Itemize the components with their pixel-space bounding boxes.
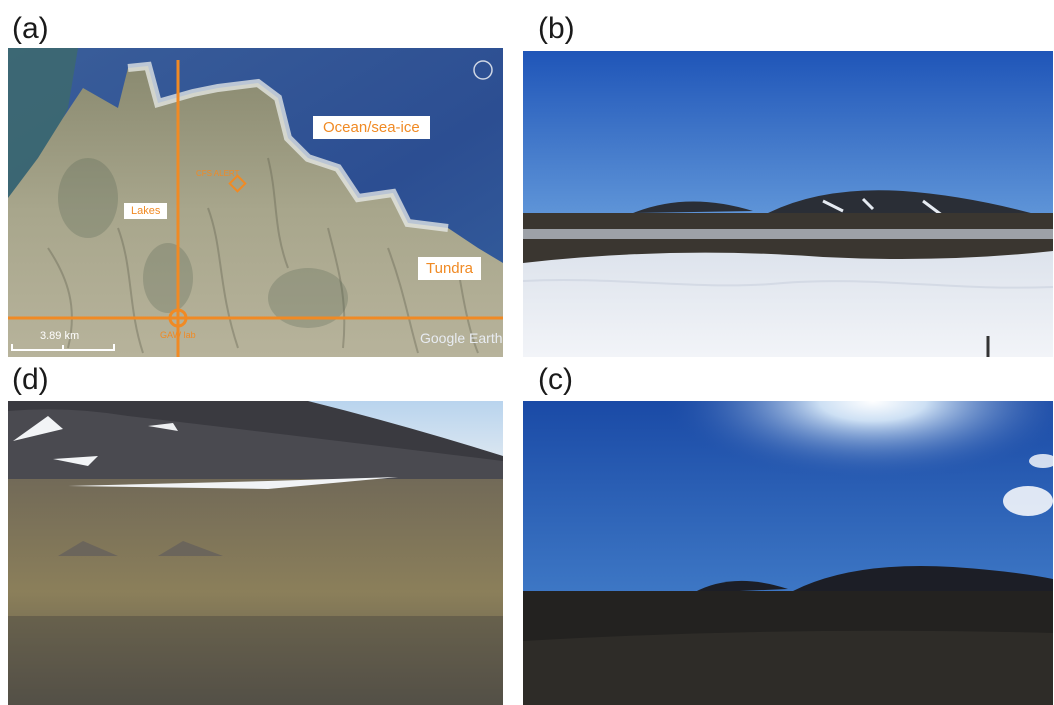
- landscape-photo-d: [8, 401, 503, 705]
- landscape-photo-b: [523, 51, 1053, 357]
- ocean-label: Ocean/sea-ice: [313, 116, 430, 139]
- panel-label-d: (d): [12, 363, 49, 396]
- compass-icon: [473, 60, 493, 80]
- landscape-photo-d-image: [8, 401, 503, 705]
- site-marker: [228, 174, 247, 193]
- landscape-photo-b-image: [523, 51, 1053, 357]
- scale-label: 3.89 km: [40, 330, 80, 342]
- tundra-label: Tundra: [418, 257, 481, 280]
- panel-label-c: (c): [538, 363, 573, 396]
- landscape-photo-c: [523, 401, 1053, 705]
- gaw-lab-marker: [168, 308, 188, 328]
- google-earth-watermark: Google Earth: [420, 330, 503, 346]
- gaw-lab-label: GAW lab: [160, 330, 196, 340]
- lakes-label: Lakes: [124, 203, 168, 219]
- panel-label-b: (b): [538, 12, 575, 45]
- site-label: CFS ALERT: [196, 169, 240, 178]
- panel-label-a: (a): [12, 12, 49, 45]
- satellite-map-image: [8, 48, 503, 357]
- landscape-photo-c-image: [523, 401, 1053, 705]
- satellite-map: Ocean/sea-ice Lakes Tundra CFS ALERT GAW…: [8, 48, 503, 357]
